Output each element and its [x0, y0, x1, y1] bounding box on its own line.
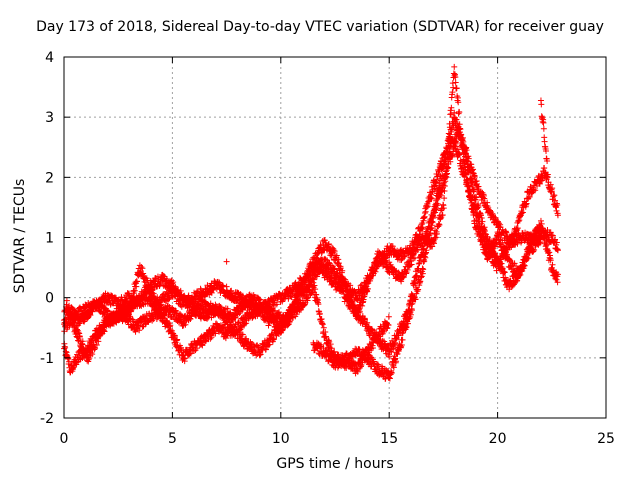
data-point: [63, 297, 70, 304]
data-point: [163, 275, 170, 282]
data-point: [141, 293, 148, 300]
data-series: [61, 63, 561, 382]
data-point: [185, 295, 192, 302]
data-point: [254, 342, 261, 349]
data-point: [419, 224, 426, 231]
data-point: [73, 359, 80, 366]
data-point: [62, 344, 69, 351]
data-point: [228, 287, 235, 294]
data-point: [70, 364, 77, 371]
chart-title: Day 173 of 2018, Sidereal Day-to-day VTE…: [36, 19, 604, 35]
data-point: [451, 63, 458, 70]
data-point: [273, 301, 280, 308]
data-point: [554, 247, 561, 254]
data-point: [428, 195, 435, 202]
data-point: [456, 109, 463, 116]
data-point: [547, 229, 554, 236]
data-point: [265, 322, 272, 329]
data-point: [553, 239, 560, 246]
data-point: [456, 151, 463, 158]
data-point: [249, 340, 256, 347]
data-point: [133, 303, 140, 310]
data-point: [514, 240, 521, 247]
data-point: [433, 179, 440, 186]
data-point: [549, 232, 556, 239]
data-point: [87, 312, 94, 319]
data-point: [243, 335, 250, 342]
data-point: [139, 295, 146, 302]
data-point: [279, 298, 286, 305]
data-point: [399, 336, 406, 343]
data-point: [229, 290, 236, 297]
data-point: [239, 331, 246, 338]
data-point: [204, 282, 211, 289]
data-point: [201, 293, 208, 300]
data-point: [453, 85, 460, 92]
data-point: [135, 300, 142, 307]
data-point: [331, 265, 338, 272]
data-point: [457, 157, 464, 164]
data-point: [160, 272, 167, 279]
data-point: [257, 351, 264, 358]
